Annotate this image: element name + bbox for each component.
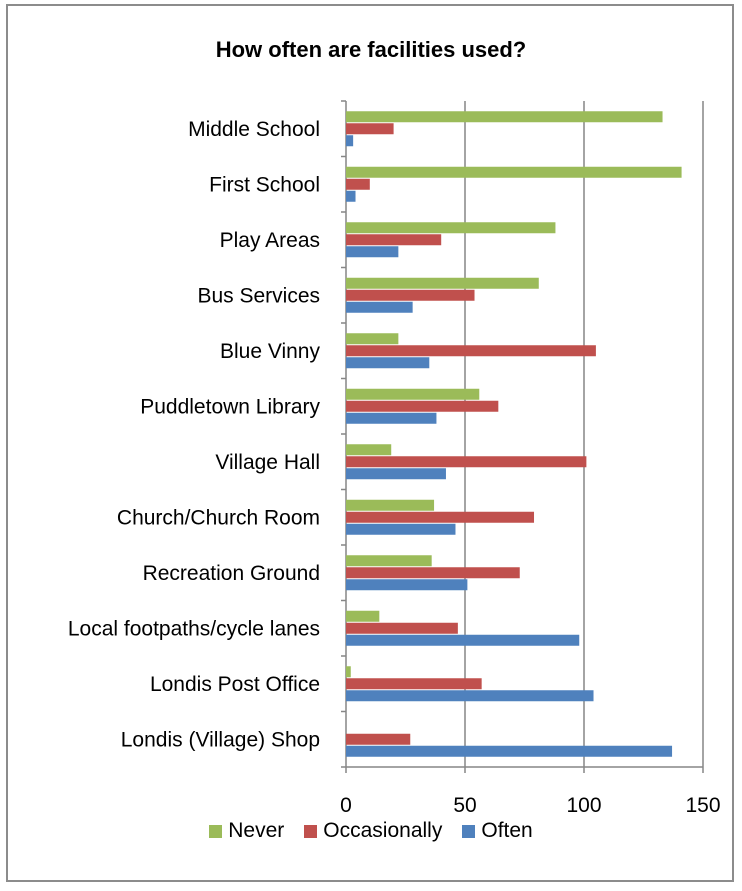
- category-label-londis-post-office: Londis Post Office: [150, 673, 320, 696]
- bar-occasionally-londis-post-office: [346, 678, 482, 690]
- bar-occasionally-church-church-room: [346, 511, 535, 523]
- bar-often-church-church-room: [346, 523, 456, 535]
- legend-label-occasionally: Occasionally: [323, 819, 443, 842]
- bar-often-play-areas: [346, 246, 399, 258]
- legend-item-never: Never: [209, 819, 284, 843]
- category-label-recreation-ground: Recreation Ground: [143, 562, 320, 585]
- bar-never-bus-services: [346, 277, 539, 289]
- legend-label-often: Often: [481, 819, 533, 842]
- bar-often-village-hall: [346, 468, 446, 480]
- bar-often-puddletown-library: [346, 412, 437, 424]
- legend-label-never: Never: [228, 819, 285, 842]
- bars: [346, 111, 682, 757]
- category-label-bus-services: Bus Services: [197, 284, 320, 307]
- bar-occasionally-middle-school: [346, 123, 394, 135]
- bar-never-local-footpaths-cycle-lanes: [346, 610, 380, 622]
- chart-legend: Never Occasionally Often: [0, 819, 742, 843]
- bar-occasionally-bus-services: [346, 289, 475, 301]
- gridlines: [464, 101, 704, 767]
- bar-never-londis-post-office: [346, 666, 351, 678]
- bar-often-londis-post-office: [346, 690, 594, 702]
- x-tick-label-0: 0: [340, 794, 352, 817]
- bar-often-first-school: [346, 190, 356, 202]
- bar-occasionally-first-school: [346, 178, 370, 190]
- bar-never-blue-vinny: [346, 333, 399, 345]
- bar-occasionally-play-areas: [346, 234, 442, 246]
- bar-never-puddletown-library: [346, 388, 480, 400]
- category-label-village-hall: Village Hall: [215, 451, 320, 474]
- bar-often-local-footpaths-cycle-lanes: [346, 634, 580, 646]
- bar-never-first-school: [346, 166, 682, 178]
- bar-often-middle-school: [346, 135, 354, 147]
- legend-item-often: Often: [462, 819, 533, 843]
- x-tick-label-50: 50: [453, 794, 476, 817]
- legend-item-occasionally: Occasionally: [304, 819, 442, 843]
- bar-occasionally-blue-vinny: [346, 345, 596, 357]
- bar-often-londis-village-shop: [346, 745, 673, 757]
- bar-never-middle-school: [346, 111, 663, 123]
- bar-occasionally-londis-village-shop: [346, 733, 411, 745]
- legend-swatch-never: [209, 824, 223, 838]
- bar-often-blue-vinny: [346, 357, 430, 369]
- bar-often-bus-services: [346, 301, 413, 313]
- category-label-puddletown-library: Puddletown Library: [140, 395, 320, 418]
- category-label-local-footpaths-cycle-lanes: Local footpaths/cycle lanes: [68, 617, 320, 640]
- bar-never-recreation-ground: [346, 555, 432, 567]
- bar-never-church-church-room: [346, 499, 435, 511]
- category-label-middle-school: Middle School: [188, 118, 320, 141]
- category-label-first-school: First School: [209, 173, 320, 196]
- bar-occasionally-recreation-ground: [346, 567, 520, 579]
- legend-swatch-occasionally: [304, 824, 318, 838]
- bar-never-play-areas: [346, 222, 556, 234]
- bar-often-recreation-ground: [346, 579, 468, 591]
- bar-occasionally-local-footpaths-cycle-lanes: [346, 622, 458, 634]
- x-tick-label-100: 100: [566, 794, 601, 817]
- axes: [341, 100, 704, 773]
- category-label-blue-vinny: Blue Vinny: [220, 340, 321, 363]
- category-label-londis-village-shop: Londis (Village) Shop: [121, 728, 320, 751]
- category-label-church-church-room: Church/Church Room: [117, 506, 320, 529]
- x-tick-label-150: 150: [685, 794, 720, 817]
- legend-swatch-often: [462, 824, 476, 838]
- category-label-play-areas: Play Areas: [220, 229, 320, 252]
- bar-occasionally-village-hall: [346, 456, 587, 468]
- bar-occasionally-puddletown-library: [346, 400, 499, 412]
- bar-never-village-hall: [346, 444, 392, 456]
- x-tick-labels: 0 50 100 150: [340, 794, 720, 817]
- category-labels: Middle School First School Play Areas Bus S…: [68, 118, 321, 752]
- chart-title: How often are facilities used?: [215, 37, 527, 62]
